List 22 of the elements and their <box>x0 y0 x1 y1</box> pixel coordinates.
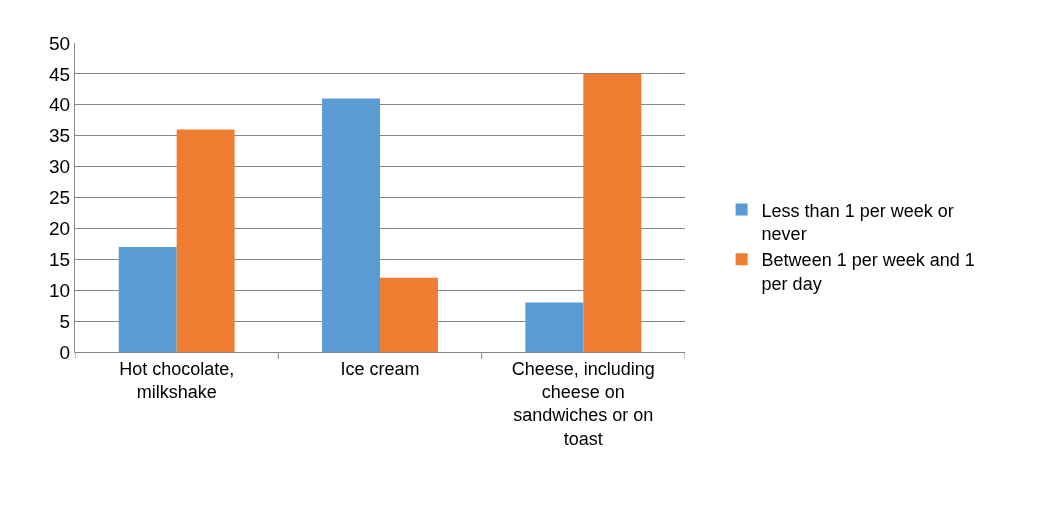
y-tick-label: 0 <box>59 341 71 363</box>
bar <box>176 129 235 352</box>
x-tick-label: Cheese, including cheese on sandwiches or on toast <box>511 358 655 449</box>
y-tick-label: 10 <box>49 279 71 301</box>
legend-label: Between 1 per week and 1 per day <box>761 250 975 294</box>
y-tick-label: 40 <box>49 94 71 116</box>
y-tick-label: 35 <box>49 125 71 147</box>
y-tick-label: 15 <box>49 248 71 270</box>
y-tick-label: 50 <box>49 32 71 54</box>
y-tick-label: 25 <box>49 187 71 209</box>
bar <box>583 73 642 352</box>
bar <box>380 277 438 352</box>
y-tick-label: 30 <box>49 156 71 178</box>
y-tick-label: 5 <box>59 310 71 332</box>
x-tick-label: Ice cream <box>340 358 420 379</box>
legend-label: Less than 1 per week or never <box>761 200 954 244</box>
bar <box>118 246 177 352</box>
bar <box>525 302 584 352</box>
x-tick-label: Hot chocolate, milkshake <box>119 358 235 402</box>
y-tick-label: 20 <box>49 218 71 240</box>
y-tick-label: 45 <box>49 63 71 85</box>
bar <box>322 98 380 352</box>
